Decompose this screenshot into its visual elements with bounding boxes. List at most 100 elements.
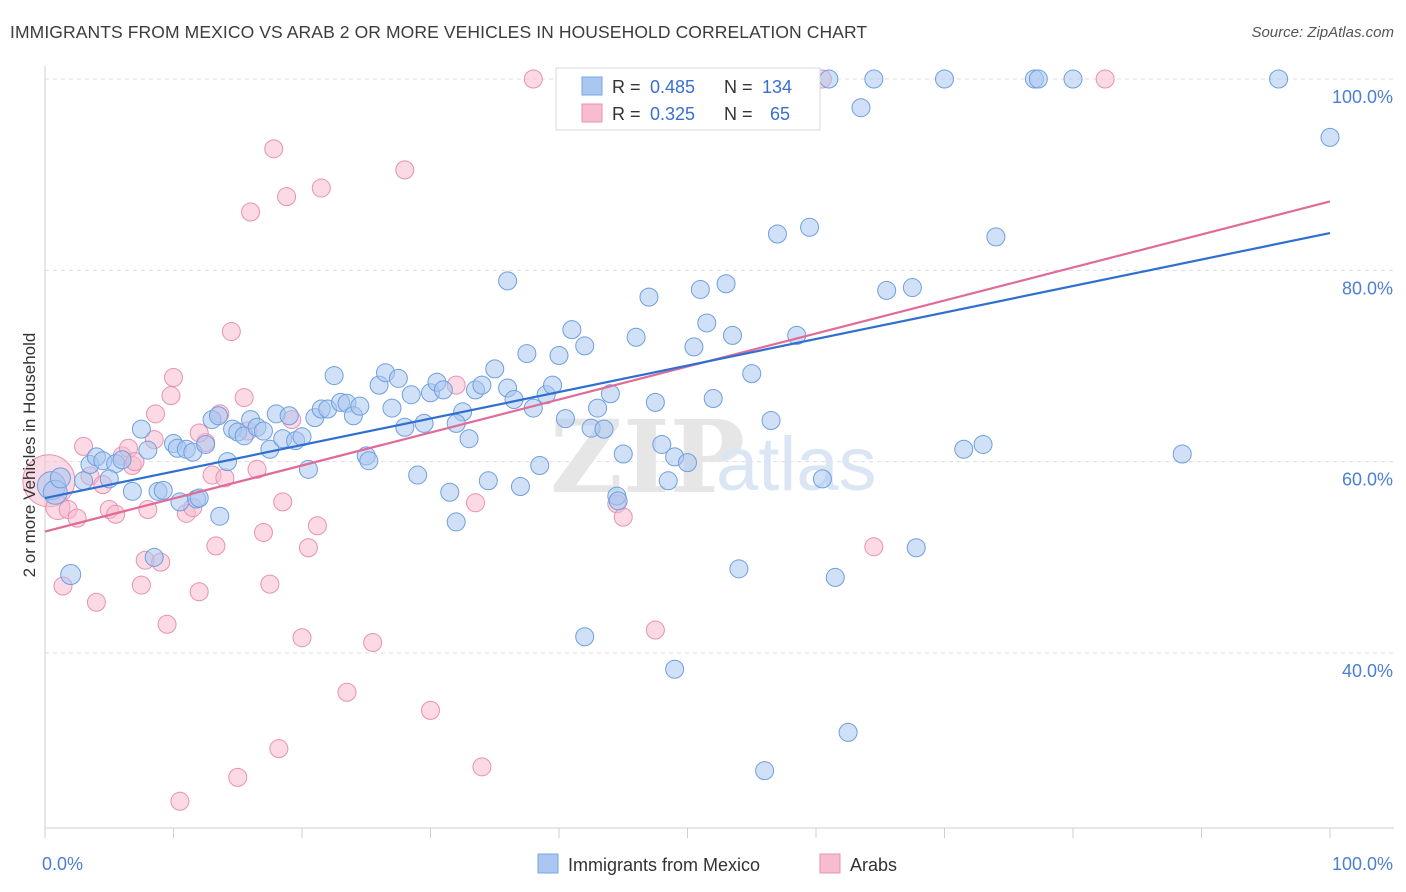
point-mexico (851, 98, 871, 118)
point-arabs (465, 493, 485, 513)
point-mexico (575, 627, 595, 647)
y-tick-label-3: 100.0% (1332, 87, 1393, 107)
bottom-legend: Immigrants from Mexico Arabs (537, 853, 897, 875)
point-mexico (678, 453, 697, 473)
legend-r-label-1: R = (612, 77, 641, 97)
point-mexico (122, 481, 142, 501)
point-mexico (530, 455, 550, 475)
point-arabs (645, 620, 665, 640)
x-tick-label-1: 100.0% (1332, 854, 1393, 874)
chart-title: IMMIGRANTS FROM MEXICO VS ARAB 2 OR MORE… (10, 22, 868, 42)
point-mexico (408, 465, 428, 485)
point-mexico (729, 559, 749, 579)
legend-r-value-1: 0.485 (650, 77, 695, 97)
point-mexico (279, 406, 299, 426)
point-arabs (131, 575, 151, 595)
point-arabs (472, 757, 492, 777)
point-arabs (247, 459, 267, 479)
point-mexico (684, 337, 704, 357)
point-mexico (1063, 69, 1083, 89)
point-mexico (472, 375, 492, 395)
point-mexico (138, 440, 158, 460)
point-mexico (575, 336, 595, 356)
point-arabs (298, 538, 318, 558)
y-tick-labels: 40.0% 60.0% 80.0% 100.0% (1332, 87, 1393, 681)
point-mexico (208, 406, 228, 426)
point-mexico (74, 471, 94, 491)
point-mexico (433, 380, 453, 400)
legend-box: R = 0.485 N = 134 R = 0.325 N = 65 (555, 67, 821, 131)
point-mexico (1028, 69, 1048, 89)
point-mexico (652, 434, 672, 454)
point-arabs (86, 592, 106, 612)
bottom-legend-label-arabs: Arabs (850, 855, 897, 875)
point-arabs (277, 187, 297, 207)
point-mexico (864, 69, 884, 89)
point-mexico (690, 279, 710, 299)
point-mexico (359, 451, 379, 471)
legend-n-label-1: N = (724, 77, 753, 97)
x-tick-labels: 0.0% 100.0% (42, 854, 1393, 874)
point-mexico (485, 359, 505, 379)
point-mexico (645, 392, 665, 412)
legend-n-label-2: N = (724, 104, 753, 124)
point-mexico (626, 327, 646, 347)
point-mexico (906, 538, 926, 558)
point-mexico (1320, 127, 1340, 147)
point-arabs (221, 322, 241, 342)
point-mexico (608, 491, 628, 511)
point-mexico (639, 287, 659, 307)
point-mexico (761, 411, 781, 431)
point-mexico (414, 413, 434, 433)
point-arabs (228, 767, 248, 787)
point-mexico (819, 69, 839, 89)
point-arabs (613, 507, 633, 527)
point-mexico (510, 477, 530, 497)
point-mexico (210, 506, 230, 526)
watermark-zip: ZIP (550, 398, 745, 516)
point-mexico (825, 567, 845, 587)
point-arabs (164, 367, 183, 387)
point-mexico (755, 761, 775, 781)
point-mexico (800, 217, 820, 237)
point-arabs (337, 682, 357, 702)
grid-lines (45, 78, 1394, 654)
point-arabs (146, 404, 166, 424)
chart-source: Source: ZipAtlas.com (1251, 24, 1394, 41)
point-mexico (1269, 69, 1289, 89)
legend-swatch-arabs (581, 103, 603, 123)
trend-lines (44, 200, 1331, 533)
y-axis-label: 2 or more Vehicles in Household (20, 333, 39, 578)
point-arabs (170, 791, 190, 811)
point-mexico (395, 417, 415, 437)
point-mexico (703, 389, 723, 409)
legend-n-value-2: 65 (770, 104, 790, 124)
point-mexico (838, 722, 858, 742)
point-mexico (742, 364, 762, 384)
point-arabs (241, 202, 261, 222)
point-mexico (382, 398, 402, 418)
point-mexico (588, 398, 608, 418)
point-arabs (523, 69, 543, 89)
point-arabs (311, 178, 331, 198)
point-mexico (697, 313, 717, 333)
point-mexico (902, 278, 922, 298)
point-arabs (189, 582, 209, 602)
point-mexico (549, 345, 569, 365)
point-arabs (421, 700, 440, 720)
point-mexico (1172, 444, 1192, 464)
trend-line-mexico (44, 231, 1331, 500)
point-mexico (459, 429, 479, 449)
point-mexico (600, 384, 620, 404)
point-arabs (253, 522, 273, 542)
bottom-legend-label-mexico: Immigrants from Mexico (568, 855, 760, 875)
points-mexico (36, 69, 1340, 781)
point-mexico (144, 547, 164, 567)
point-mexico (665, 659, 685, 679)
point-mexico (562, 320, 582, 340)
point-mexico (112, 450, 132, 470)
point-mexico (388, 368, 408, 388)
point-arabs (1095, 69, 1115, 89)
point-mexico (877, 280, 897, 300)
